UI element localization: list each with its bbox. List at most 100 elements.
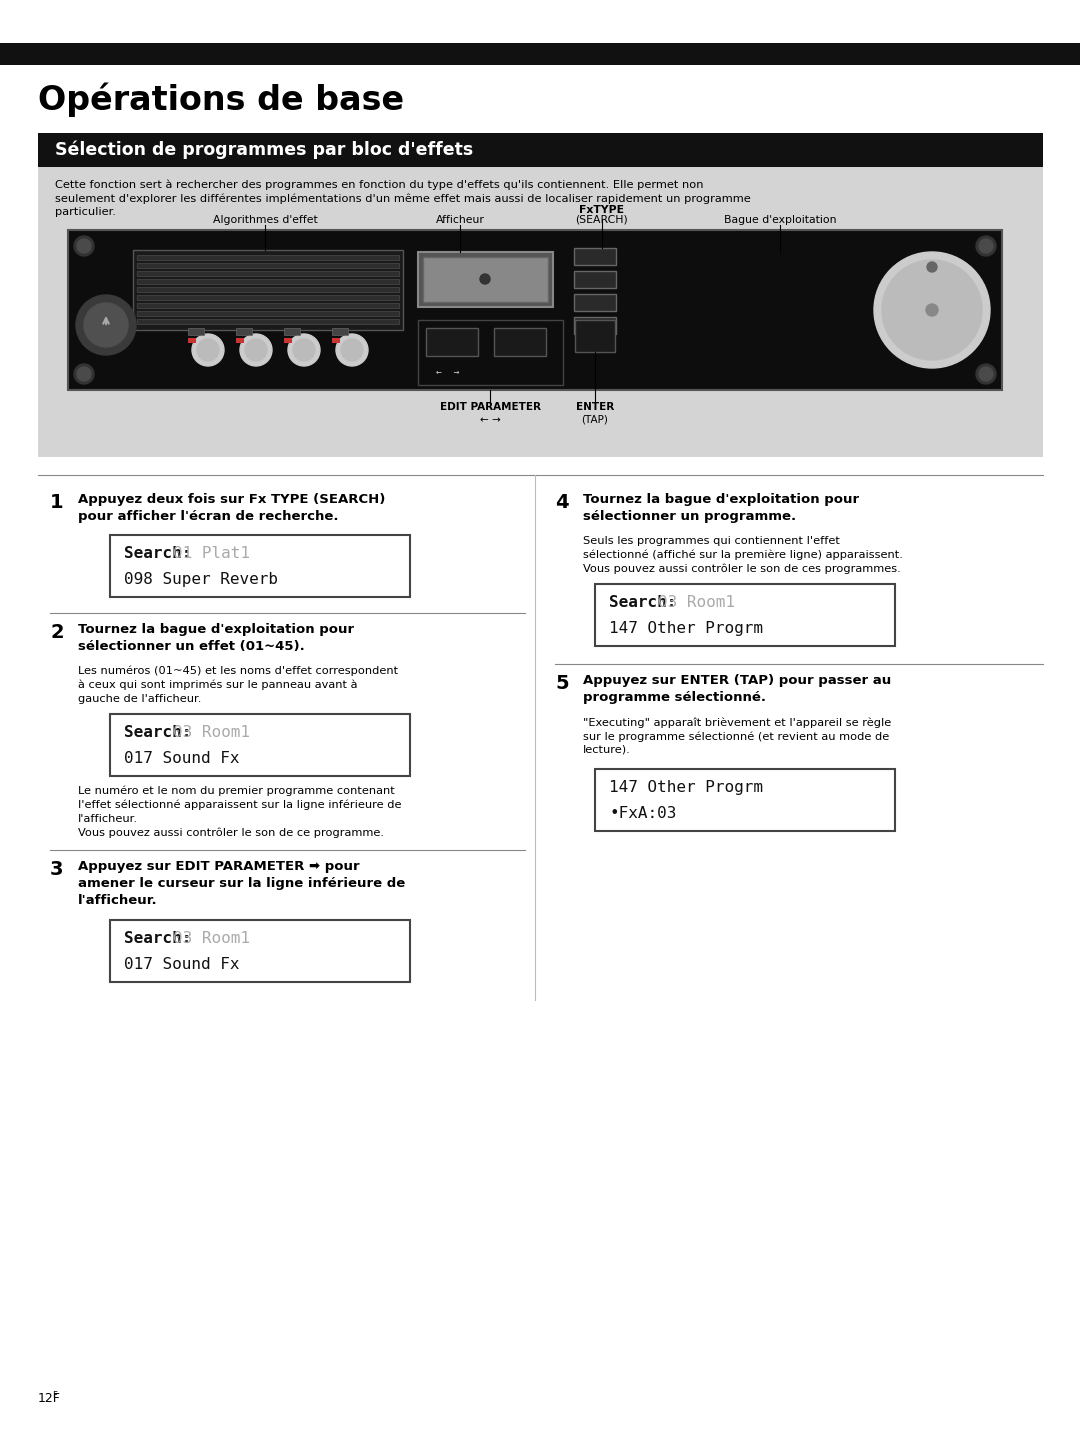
Text: Appuyez sur ENTER (TAP) pour passer au: Appuyez sur ENTER (TAP) pour passer au	[583, 673, 891, 686]
Bar	[426, 328, 478, 355]
Bar	[237, 338, 244, 342]
Text: 017 Sound Fx: 017 Sound Fx	[124, 957, 240, 973]
Circle shape	[874, 252, 990, 368]
Text: 2: 2	[50, 623, 64, 642]
Bar	[237, 328, 252, 335]
Text: Afficheur: Afficheur	[435, 214, 485, 224]
Text: Cette fonction sert à rechercher des programmes en fonction du type d'effets qu': Cette fonction sert à rechercher des pro…	[55, 178, 703, 190]
Text: Les numéros (01~45) et les noms d'effet correspondent: Les numéros (01~45) et les noms d'effet …	[78, 666, 399, 676]
Bar	[137, 263, 399, 268]
Text: Tournez la bague d'exploitation pour: Tournez la bague d'exploitation pour	[78, 623, 354, 636]
Text: ENTER: ENTER	[576, 401, 615, 412]
Circle shape	[882, 260, 982, 360]
Circle shape	[76, 295, 136, 355]
Text: pour afficher l'écran de recherche.: pour afficher l'écran de recherche.	[78, 509, 338, 522]
Text: Algorithmes d'effet: Algorithmes d'effet	[213, 214, 318, 224]
Bar	[418, 252, 553, 307]
Text: gauche de l'afficheur.: gauche de l'afficheur.	[78, 694, 201, 704]
Circle shape	[976, 364, 996, 384]
Text: Search:: Search:	[609, 596, 676, 610]
Text: sélectionné (affiché sur la première ligne) apparaissent.: sélectionné (affiché sur la première lig…	[583, 550, 903, 561]
Circle shape	[197, 340, 219, 361]
Circle shape	[336, 334, 368, 366]
Bar	[284, 338, 292, 342]
Bar	[137, 279, 399, 283]
Text: Appuyez deux fois sur Fx TYPE (SEARCH): Appuyez deux fois sur Fx TYPE (SEARCH)	[78, 494, 386, 507]
Bar	[573, 271, 616, 288]
Bar	[110, 920, 410, 981]
Text: Opérations de base: Opérations de base	[38, 83, 404, 117]
Text: Tournez la bague d'exploitation pour: Tournez la bague d'exploitation pour	[583, 494, 859, 507]
Text: EDIT PARAMETER: EDIT PARAMETER	[440, 401, 540, 412]
Text: sur le programme sélectionné (et revient au mode de: sur le programme sélectionné (et revient…	[583, 731, 889, 741]
Circle shape	[240, 334, 272, 366]
Text: à ceux qui sont imprimés sur le panneau avant à: à ceux qui sont imprimés sur le panneau …	[78, 681, 357, 691]
Text: Search:: Search:	[124, 931, 191, 945]
Text: 147 Other Progrm: 147 Other Progrm	[609, 622, 762, 636]
Text: Vous pouvez aussi contrôler le son de ces programmes.: Vous pouvez aussi contrôler le son de ce…	[583, 564, 901, 574]
Text: •FxA:03: •FxA:03	[609, 806, 676, 822]
Bar	[332, 338, 340, 342]
Circle shape	[293, 340, 315, 361]
Text: 3: 3	[50, 861, 64, 879]
Text: 03 Room1: 03 Room1	[173, 931, 249, 945]
Text: amener le curseur sur la ligne inférieure de: amener le curseur sur la ligne inférieur…	[78, 876, 405, 889]
Text: Vous pouvez aussi contrôler le son de ce programme.: Vous pouvez aussi contrôler le son de ce…	[78, 827, 384, 839]
Text: 03 Room1: 03 Room1	[173, 725, 249, 740]
Circle shape	[288, 334, 320, 366]
Text: Bague d'exploitation: Bague d'exploitation	[724, 214, 836, 224]
Bar	[573, 317, 616, 334]
Bar	[110, 714, 410, 776]
Bar	[284, 328, 300, 335]
Bar	[137, 295, 399, 299]
Circle shape	[77, 367, 91, 381]
Text: ←  →: ← →	[436, 367, 460, 377]
Text: programme sélectionné.: programme sélectionné.	[583, 691, 766, 704]
Bar	[68, 230, 1002, 390]
Text: 017 Sound Fx: 017 Sound Fx	[124, 751, 240, 766]
Text: sélectionner un programme.: sélectionner un programme.	[583, 509, 796, 522]
Text: Search:: Search:	[124, 545, 191, 561]
Text: Appuyez sur EDIT PARAMETER ➡ pour: Appuyez sur EDIT PARAMETER ➡ pour	[78, 861, 360, 873]
Bar	[137, 286, 399, 292]
Bar	[137, 271, 399, 276]
Bar	[110, 535, 410, 597]
Bar	[595, 584, 895, 646]
Text: 147 Other Progrm: 147 Other Progrm	[609, 780, 762, 796]
Text: Le numéro et le nom du premier programme contenant: Le numéro et le nom du premier programme…	[78, 786, 395, 797]
Circle shape	[976, 236, 996, 256]
Circle shape	[75, 236, 94, 256]
Circle shape	[245, 340, 267, 361]
Text: ← →: ← →	[480, 414, 500, 425]
Text: 5: 5	[555, 673, 569, 694]
Text: "Executing" apparaît brièvement et l'appareil se règle: "Executing" apparaît brièvement et l'app…	[583, 717, 891, 728]
Bar	[423, 258, 548, 302]
Bar	[332, 328, 348, 335]
Bar	[573, 294, 616, 311]
Text: Seuls les programmes qui contiennent l'effet: Seuls les programmes qui contiennent l'e…	[583, 535, 840, 545]
Circle shape	[926, 304, 939, 317]
Bar	[418, 319, 563, 386]
Text: l'effet sélectionné apparaissent sur la ligne inférieure de: l'effet sélectionné apparaissent sur la …	[78, 800, 402, 810]
Text: 03 Room1: 03 Room1	[658, 596, 734, 610]
Text: Sélection de programmes par bloc d'effets: Sélection de programmes par bloc d'effet…	[55, 141, 473, 160]
Text: FxTYPE: FxTYPE	[580, 204, 624, 214]
Bar	[137, 319, 399, 324]
Bar	[188, 328, 204, 335]
Text: (SEARCH): (SEARCH)	[576, 214, 629, 224]
Text: l'afficheur.: l'afficheur.	[78, 814, 138, 825]
Circle shape	[927, 262, 937, 272]
Circle shape	[978, 367, 993, 381]
Bar	[137, 255, 399, 260]
Text: (TAP): (TAP)	[581, 414, 608, 425]
Bar	[133, 250, 403, 330]
Circle shape	[84, 304, 129, 347]
Circle shape	[75, 364, 94, 384]
Bar	[0, 43, 1080, 65]
Circle shape	[192, 334, 224, 366]
Bar	[595, 768, 895, 830]
Text: 01 Plat1: 01 Plat1	[173, 545, 249, 561]
Bar	[494, 328, 546, 355]
Text: sélectionner un effet (01~45).: sélectionner un effet (01~45).	[78, 640, 305, 653]
Circle shape	[341, 340, 363, 361]
